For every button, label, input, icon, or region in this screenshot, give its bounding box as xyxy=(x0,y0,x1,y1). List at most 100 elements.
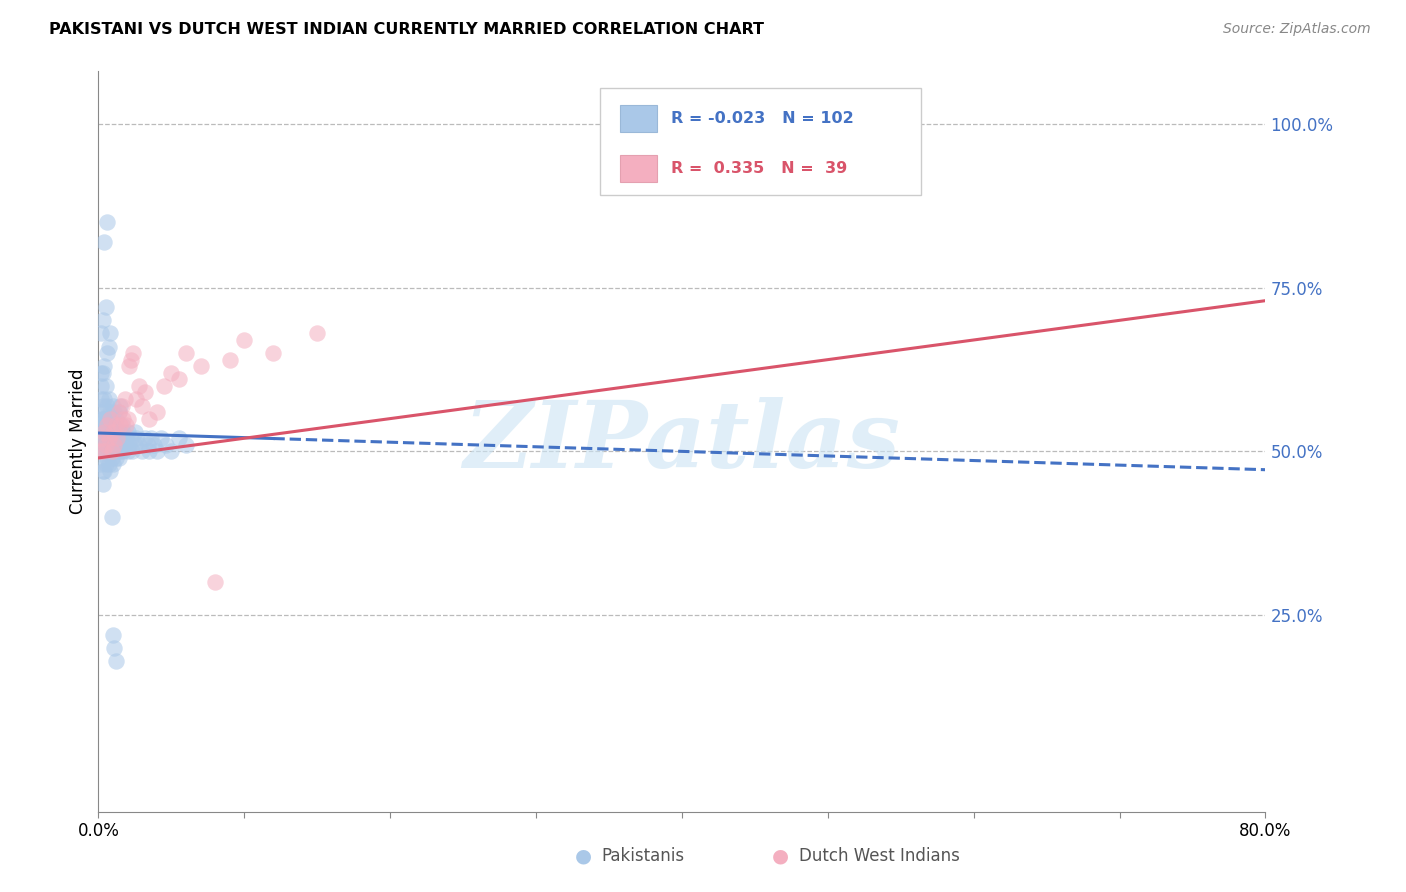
Point xyxy=(93,425,115,439)
Text: Dutch West Indians: Dutch West Indians xyxy=(799,847,959,865)
Point xyxy=(115,418,138,433)
Point xyxy=(94,411,117,425)
Point xyxy=(91,411,114,425)
Point xyxy=(111,438,134,452)
Point xyxy=(94,300,117,314)
Point xyxy=(100,444,122,458)
Point xyxy=(96,215,118,229)
Point xyxy=(91,313,114,327)
Point xyxy=(124,438,146,452)
Text: ●: ● xyxy=(575,847,592,866)
Point xyxy=(120,431,142,445)
Point xyxy=(100,509,122,524)
Point xyxy=(104,418,127,433)
Point xyxy=(89,431,111,445)
Point xyxy=(112,444,135,458)
Point xyxy=(100,411,122,425)
Point xyxy=(117,444,139,458)
Point xyxy=(104,450,127,465)
Point xyxy=(96,450,118,465)
Point xyxy=(98,425,121,439)
Point xyxy=(160,366,183,380)
Point xyxy=(93,464,115,478)
Point xyxy=(120,352,142,367)
Point xyxy=(104,411,127,425)
Point xyxy=(160,444,183,458)
Y-axis label: Currently Married: Currently Married xyxy=(69,368,87,515)
Point xyxy=(167,372,190,386)
Point xyxy=(114,392,136,406)
Point xyxy=(167,431,190,445)
Point xyxy=(131,444,153,458)
Point xyxy=(94,458,117,472)
Point xyxy=(97,392,120,406)
Point xyxy=(115,431,138,445)
Point xyxy=(94,444,117,458)
FancyBboxPatch shape xyxy=(620,105,658,132)
Point xyxy=(136,438,159,452)
Point xyxy=(111,418,134,433)
Point xyxy=(121,444,143,458)
Text: Pakistanis: Pakistanis xyxy=(602,847,685,865)
Point xyxy=(125,392,148,406)
Point xyxy=(93,359,115,374)
Point xyxy=(146,405,169,419)
Point xyxy=(100,431,122,445)
Point xyxy=(204,575,226,590)
Point xyxy=(174,438,197,452)
Point xyxy=(90,379,112,393)
Point xyxy=(91,399,114,413)
Point xyxy=(112,411,135,425)
Point xyxy=(90,405,112,419)
Point xyxy=(90,431,112,445)
Point xyxy=(90,392,112,406)
Point xyxy=(108,405,131,419)
Point xyxy=(128,438,150,452)
Point xyxy=(98,444,121,458)
Point xyxy=(96,438,118,452)
Point xyxy=(91,431,114,445)
Text: Source: ZipAtlas.com: Source: ZipAtlas.com xyxy=(1223,22,1371,37)
Point xyxy=(110,399,132,413)
Point xyxy=(128,379,150,393)
Point xyxy=(124,425,146,439)
Point xyxy=(108,431,131,445)
Point xyxy=(218,352,240,367)
Point xyxy=(96,399,118,413)
Point xyxy=(93,411,115,425)
Point xyxy=(93,392,115,406)
Point xyxy=(155,438,177,452)
Point xyxy=(96,346,118,360)
Point xyxy=(114,438,136,452)
Point xyxy=(97,458,120,472)
Point xyxy=(93,444,115,458)
Point xyxy=(131,399,153,413)
Point xyxy=(307,326,329,341)
Point xyxy=(122,346,145,360)
Point xyxy=(104,654,127,668)
Text: R =  0.335   N =  39: R = 0.335 N = 39 xyxy=(672,161,848,176)
Point xyxy=(101,438,124,452)
Point xyxy=(91,444,114,458)
Point xyxy=(138,411,160,425)
Point xyxy=(103,438,125,452)
Point xyxy=(134,385,156,400)
Point xyxy=(104,431,127,445)
Point xyxy=(112,425,135,439)
Point xyxy=(90,418,112,433)
Point xyxy=(94,431,117,445)
Point xyxy=(103,640,125,655)
Point xyxy=(138,444,160,458)
Point xyxy=(89,425,111,439)
Point xyxy=(262,346,284,360)
Point xyxy=(89,411,111,425)
Point xyxy=(91,366,114,380)
Point xyxy=(139,431,162,445)
Point xyxy=(110,444,132,458)
Point xyxy=(89,418,111,433)
Point xyxy=(90,326,112,341)
Point xyxy=(110,425,132,439)
Point xyxy=(96,418,118,433)
Text: ●: ● xyxy=(772,847,789,866)
Point xyxy=(105,444,128,458)
